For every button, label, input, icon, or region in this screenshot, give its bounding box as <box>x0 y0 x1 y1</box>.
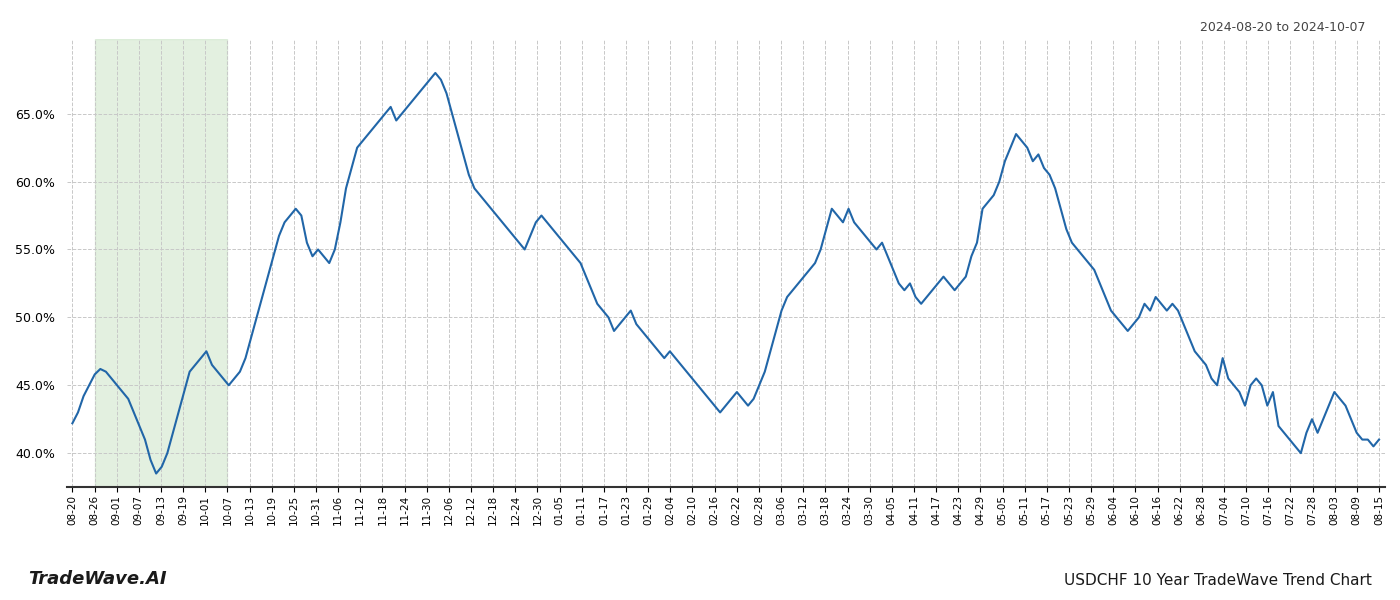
Text: USDCHF 10 Year TradeWave Trend Chart: USDCHF 10 Year TradeWave Trend Chart <box>1064 573 1372 588</box>
Text: TradeWave.AI: TradeWave.AI <box>28 570 167 588</box>
Text: 2024-08-20 to 2024-10-07: 2024-08-20 to 2024-10-07 <box>1200 21 1365 34</box>
Bar <box>95 39 227 487</box>
